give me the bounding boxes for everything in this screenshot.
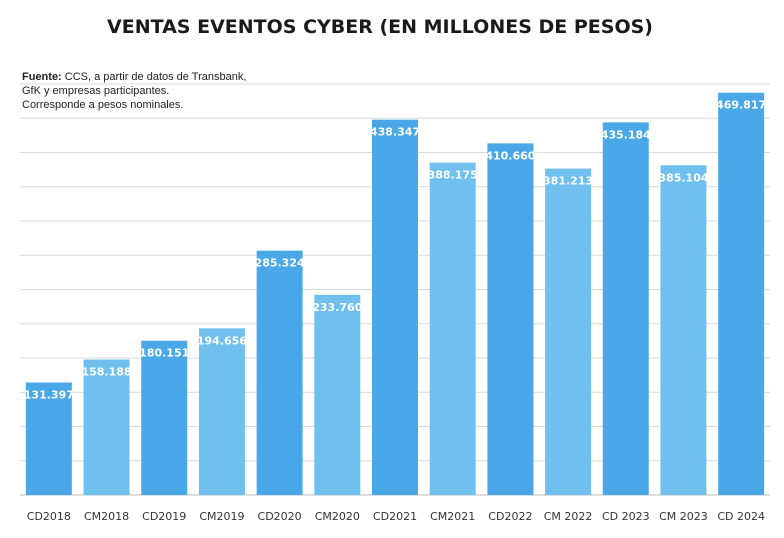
bars bbox=[25, 92, 765, 496]
bar-value-label: 435.184 bbox=[601, 128, 651, 141]
chart-title: VENTAS EVENTOS CYBER (EN MILLONES DE PES… bbox=[107, 16, 653, 38]
bar-value-label: 388.175 bbox=[428, 169, 478, 182]
x-tick-label: CD2019 bbox=[142, 510, 186, 523]
x-tick-label: CD2018 bbox=[27, 510, 71, 523]
x-tick-label: CD2021 bbox=[373, 510, 417, 523]
bar-value-labels: 131.397 158.188 180.151 194.656 285.324 233.7… bbox=[24, 99, 766, 402]
x-tick-label: CM2020 bbox=[315, 510, 360, 523]
bar-value-label: 180.151 bbox=[139, 347, 189, 360]
x-tick-label: CM 2023 bbox=[659, 510, 708, 523]
bar-cd2019 bbox=[141, 340, 188, 495]
source-note-line1: Fuente: CCS, a partir de datos de Transb… bbox=[22, 71, 246, 83]
bar-cd2018 bbox=[25, 382, 72, 495]
bar-cm2021 bbox=[429, 162, 476, 495]
bar-cm2018 bbox=[83, 359, 130, 495]
source-note-line2: GfK y empresas participantes. bbox=[22, 85, 169, 97]
source-note-line1-text: CCS, a partir de datos de Transbank, bbox=[62, 71, 247, 83]
bar-cd2022 bbox=[487, 143, 534, 495]
source-note-line3: Corresponde a pesos nominales. bbox=[22, 99, 183, 111]
bar-value-label: 469.817 bbox=[716, 99, 766, 112]
bar-value-label: 381.213 bbox=[543, 175, 593, 188]
bar-cd2020 bbox=[256, 250, 303, 495]
bar-value-label: 233.760 bbox=[312, 301, 362, 314]
bar-cd2024 bbox=[718, 92, 765, 496]
bar-cm2020 bbox=[314, 294, 361, 495]
bar-cm2022 bbox=[545, 168, 592, 495]
x-axis-tick-labels: CD2018 CM2018 CD2019 CM2019 CD2020 CM2020 CD20… bbox=[27, 510, 765, 523]
x-tick-label: CD2020 bbox=[258, 510, 302, 523]
source-note: Fuente: CCS, a partir de datos de Transb… bbox=[22, 71, 246, 111]
x-tick-label: CM2018 bbox=[84, 510, 129, 523]
bar-cd2023 bbox=[602, 122, 649, 495]
x-tick-label: CM2019 bbox=[199, 510, 244, 523]
bar-value-label: 131.397 bbox=[24, 388, 74, 401]
x-tick-label: CM2021 bbox=[430, 510, 475, 523]
x-tick-label: CM 2022 bbox=[544, 510, 593, 523]
bar-cd2021 bbox=[372, 119, 418, 496]
bar-cm2023 bbox=[660, 165, 707, 495]
bar-value-label: 385.104 bbox=[658, 171, 708, 184]
bar-value-label: 158.188 bbox=[81, 366, 131, 379]
bar-cm2019 bbox=[198, 328, 245, 495]
bar-value-label: 194.656 bbox=[197, 334, 247, 347]
bar-value-label: 410.660 bbox=[485, 149, 535, 162]
bar-value-label: 285.324 bbox=[255, 257, 305, 270]
x-tick-label: CD2022 bbox=[488, 510, 532, 523]
x-tick-label: CD 2024 bbox=[717, 510, 765, 523]
source-note-prefix: Fuente: bbox=[22, 71, 62, 83]
x-tick-label: CD 2023 bbox=[602, 510, 650, 523]
bar-value-label: 438.347 bbox=[370, 126, 420, 139]
